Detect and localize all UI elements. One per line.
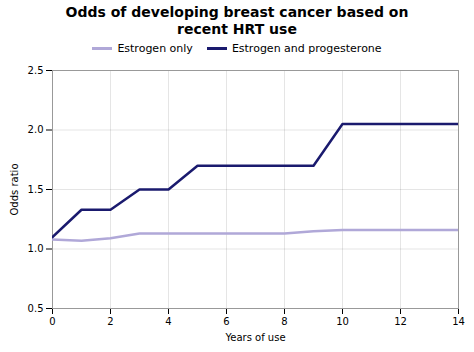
svg-text:4: 4 [165,315,171,326]
svg-text:Years of use: Years of use [224,331,285,342]
svg-text:12: 12 [394,315,407,326]
html-text:Estrogen only: Estrogen only [117,42,193,56]
svg-text:2: 2 [107,315,113,326]
svg-text:1.5: 1.5 [28,183,44,194]
svg-text:2.5: 2.5 [28,64,44,75]
svg-text:1.0: 1.0 [28,243,44,254]
svg-text:6: 6 [223,315,229,326]
svg-text:14: 14 [452,315,465,326]
html-text:recent HRT use: recent HRT use [177,20,297,37]
svg-text:10: 10 [336,315,349,326]
svg-text:2.0: 2.0 [28,124,44,135]
svg-text:Odds ratio: Odds ratio [9,163,20,215]
html-text:Estrogen and progesterone: Estrogen and progesterone [231,42,382,56]
svg-text:8: 8 [281,315,287,326]
svg-text:0: 0 [49,315,55,326]
svg-text:0.5: 0.5 [28,302,44,313]
html-text:Odds of developing breast canc: Odds of developing breast cancer based o… [65,4,409,20]
